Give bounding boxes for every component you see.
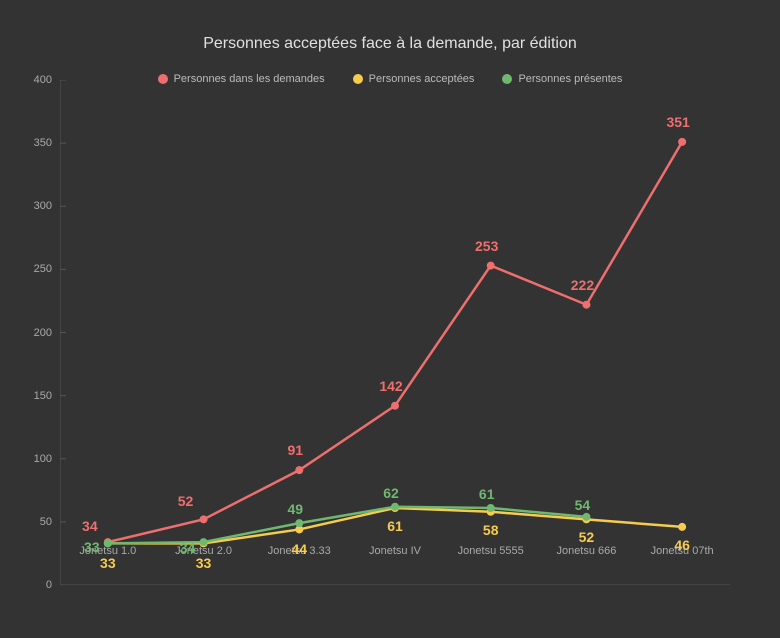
data-label: 34 bbox=[180, 540, 196, 556]
data-label: 49 bbox=[287, 501, 303, 517]
data-label: 61 bbox=[479, 486, 495, 502]
x-axis-label: Jonetsu IV bbox=[369, 545, 421, 557]
data-label: 58 bbox=[483, 522, 499, 538]
y-axis-label: 250 bbox=[34, 263, 52, 275]
x-axis-label: Jonetsu 5555 bbox=[458, 545, 524, 557]
y-axis-label: 350 bbox=[34, 137, 52, 149]
data-label: 253 bbox=[475, 238, 498, 254]
data-label: 351 bbox=[666, 114, 689, 130]
data-label: 61 bbox=[387, 518, 403, 534]
data-label: 54 bbox=[575, 497, 591, 513]
x-axis-label: Jonetsu 666 bbox=[556, 545, 616, 557]
series-svg bbox=[60, 80, 730, 585]
y-axis-label: 300 bbox=[34, 200, 52, 212]
data-label: 34 bbox=[82, 518, 98, 534]
y-axis-label: 50 bbox=[40, 516, 52, 528]
data-label: 142 bbox=[379, 378, 402, 394]
y-axis-label: 200 bbox=[34, 327, 52, 339]
data-label: 44 bbox=[291, 541, 307, 557]
chart-title: Personnes acceptées face à la demande, p… bbox=[0, 0, 780, 53]
y-axis-label: 400 bbox=[34, 74, 52, 86]
data-label: 33 bbox=[84, 539, 100, 555]
data-label: 46 bbox=[674, 537, 690, 553]
chart-container: Personnes acceptées face à la demande, p… bbox=[0, 0, 780, 638]
data-label: 52 bbox=[178, 493, 194, 509]
data-label: 62 bbox=[383, 485, 399, 501]
data-label: 222 bbox=[571, 277, 594, 293]
data-label: 33 bbox=[100, 555, 116, 571]
y-axis-label: 100 bbox=[34, 453, 52, 465]
y-axis-label: 0 bbox=[46, 579, 52, 591]
plot-area: 050100150200250300350400Jonetsu 1.0Jonet… bbox=[60, 80, 730, 585]
data-label: 52 bbox=[579, 529, 595, 545]
y-axis-label: 150 bbox=[34, 390, 52, 402]
data-label: 91 bbox=[287, 442, 303, 458]
data-label: 33 bbox=[196, 555, 212, 571]
